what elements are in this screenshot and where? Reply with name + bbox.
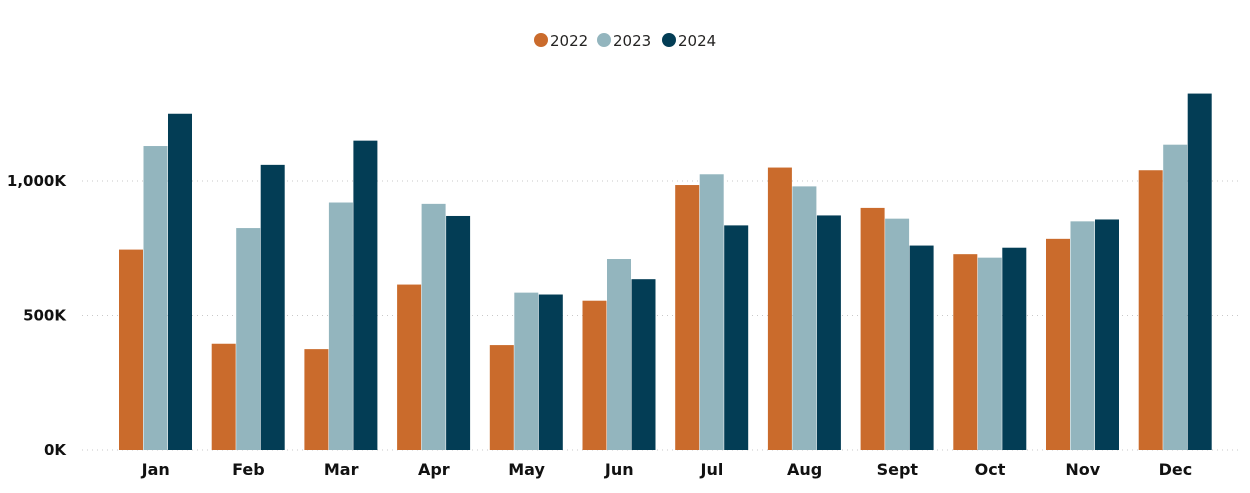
y-tick-label: 1,000K (7, 172, 67, 190)
bar-2024-sept (909, 245, 934, 450)
bar-2024-jun (631, 279, 656, 450)
y-tick-label: 500K (23, 307, 67, 325)
bar-2024-jul (724, 225, 749, 450)
x-tick-label: Jan (141, 460, 170, 479)
bars (119, 93, 1212, 451)
legend-marker-2023 (597, 33, 611, 47)
bar-2024-aug (816, 215, 841, 450)
bar-2022-aug (767, 167, 792, 451)
bar-2023-may (514, 292, 539, 450)
bar-2023-jun (607, 259, 631, 450)
bar-2022-sept (860, 207, 885, 450)
bar-2023-feb (236, 228, 261, 450)
x-tick-label: May (508, 460, 545, 479)
legend-label-2024: 2024 (678, 32, 716, 50)
bar-2024-nov (1095, 219, 1119, 450)
bar-2023-nov (1070, 221, 1095, 450)
bar-2023-apr (421, 203, 446, 450)
bar-2024-feb (260, 164, 285, 451)
x-tick-label: Jun (604, 460, 634, 479)
x-tick-label: Sept (877, 460, 919, 479)
bar-2024-mar (353, 140, 378, 450)
bar-2023-aug (792, 186, 817, 450)
legend: 2022 2023 2024 (534, 32, 716, 50)
bar-2022-jul (675, 185, 700, 450)
bar-2023-oct (977, 257, 1002, 450)
bar-2023-sept (885, 218, 910, 450)
x-tick-label: Jul (700, 460, 724, 479)
x-tick-label: Oct (975, 460, 1006, 479)
bar-2022-mar (304, 349, 329, 450)
legend-label-2023: 2023 (613, 32, 651, 50)
x-tick-label: Feb (232, 460, 265, 479)
bar-2022-jan (119, 249, 143, 450)
bar-2023-dec (1163, 144, 1188, 450)
x-tick-label: Mar (324, 460, 359, 479)
legend-marker-2022 (534, 33, 548, 47)
bar-2024-jan (168, 113, 192, 450)
bar-2022-apr (397, 284, 422, 450)
x-tick-label: Dec (1159, 460, 1193, 479)
x-tick-label: Aug (787, 460, 822, 479)
bar-2024-may (538, 294, 563, 450)
bar-2022-nov (1046, 238, 1070, 450)
x-tick-label: Nov (1065, 460, 1100, 479)
bar-2022-may (489, 345, 514, 450)
bar-2024-dec (1187, 93, 1212, 450)
bar-2022-jun (582, 300, 607, 450)
bar-2024-oct (1002, 247, 1027, 450)
y-tick-label: 0K (44, 441, 67, 459)
bar-2023-mar (328, 202, 353, 450)
bar-2024-apr (446, 215, 471, 450)
bar-2022-feb (211, 343, 236, 450)
x-axis: Jan Feb Mar Apr May Jun Jul Aug Sept Oct Nov Dec (141, 460, 1193, 479)
bar-2023-jul (699, 174, 724, 450)
legend-label-2022: 2022 (550, 32, 588, 50)
bar-2022-dec (1138, 170, 1163, 451)
bar-2023-jan (143, 146, 168, 450)
y-axis: 0K 500K 1,000K (7, 172, 67, 459)
legend-marker-2024 (662, 33, 676, 47)
bar-2022-oct (953, 254, 978, 450)
x-tick-label: Apr (418, 460, 450, 479)
